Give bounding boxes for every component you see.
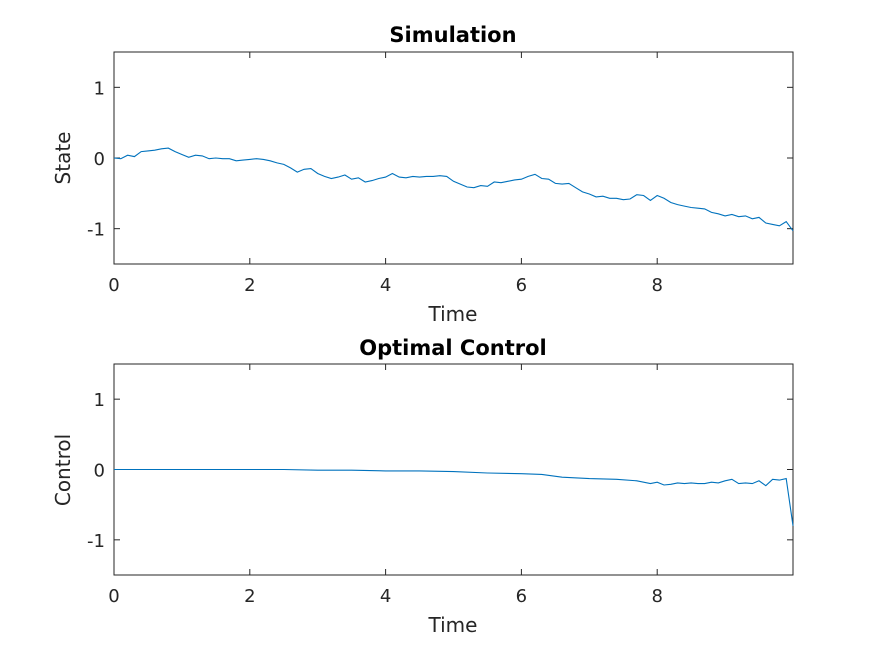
simulation-x-tick-label: 0 xyxy=(108,275,119,296)
control-y-tick-label: 0 xyxy=(94,461,105,482)
control-title: Optimal Control xyxy=(359,336,547,360)
simulation-x-tick-label: 2 xyxy=(244,275,255,296)
simulation-y-axis-label: State xyxy=(51,132,75,185)
simulation-y-tick-label: -1 xyxy=(87,220,105,241)
control-y-ticks: 1 0 -1 xyxy=(87,390,793,552)
control-x-axis-label: Time xyxy=(428,613,478,637)
control-x-tick-label: 0 xyxy=(108,586,119,607)
simulation-series xyxy=(113,147,794,232)
control-x-tick-label: 2 xyxy=(244,586,255,607)
simulation-plot-area xyxy=(113,51,794,265)
control-x-tick-label: 6 xyxy=(516,586,527,607)
simulation-y-tick-label: 0 xyxy=(94,149,105,170)
control-series-line xyxy=(114,468,794,526)
simulation-series-line xyxy=(113,147,794,232)
simulation-x-tick-label: 6 xyxy=(516,275,527,296)
simulation-x-ticks: 0 2 4 6 8 xyxy=(108,52,663,296)
control-y-tick-label: -1 xyxy=(87,531,105,552)
control-series xyxy=(114,468,794,526)
simulation-x-axis-label: Time xyxy=(428,302,478,326)
simulation-title: Simulation xyxy=(389,23,516,47)
simulation-x-tick-label: 4 xyxy=(380,275,391,296)
control-y-axis-label: Control xyxy=(51,434,75,506)
control-x-ticks: 0 2 4 6 8 xyxy=(108,364,663,607)
control-y-tick-label: 1 xyxy=(94,390,105,411)
simulation-x-tick-label: 8 xyxy=(651,275,662,296)
simulation-y-tick-label: 1 xyxy=(94,78,105,99)
control-x-tick-label: 8 xyxy=(651,586,662,607)
control-x-tick-label: 4 xyxy=(380,586,391,607)
